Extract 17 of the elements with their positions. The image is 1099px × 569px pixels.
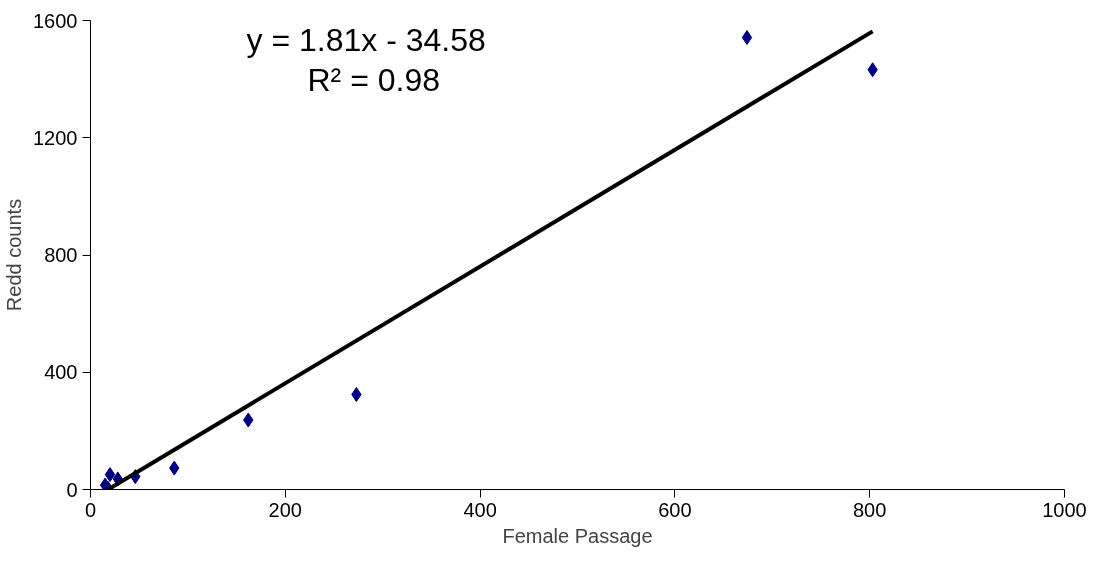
point [741,30,753,45]
x-tick-label: 1000 [1042,498,1087,521]
x-tick-label: 200 [268,498,302,521]
annotation: y = 1.81x - 34.58 [246,21,486,58]
x-tick-label: 0 [84,498,97,521]
annotation: R² = 0.98 [307,61,441,98]
y-tick-label: 1600 [33,9,78,32]
y-axis-title: Redd counts [3,198,26,312]
x-tick-label: 800 [853,498,887,521]
y-tick-label: 800 [44,244,78,266]
x-tick-label: 600 [658,498,692,521]
point [104,467,116,483]
y-tick-label: 0 [66,478,78,501]
x-tick-label: 400 [463,498,497,521]
y-tick-label: 1200 [33,126,78,149]
x-axis-title: Female Passage [502,524,653,547]
y-tick-label: 400 [44,361,78,384]
